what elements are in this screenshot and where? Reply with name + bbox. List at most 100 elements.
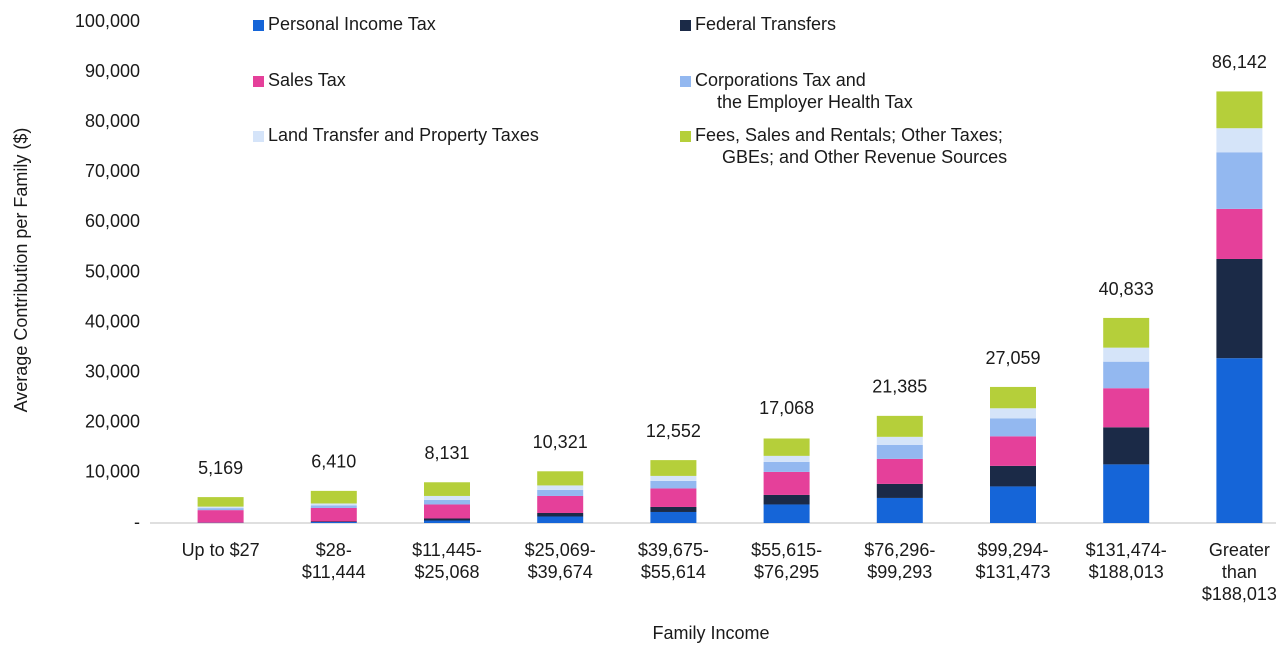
legend-swatch [680,20,691,31]
x-tick-label: $25,069-$39,674 [525,540,596,582]
bar-segment [537,512,584,517]
bar-segment [763,461,810,472]
legend-label: Land Transfer and Property Taxes [268,125,539,145]
y-tick-label: - [134,512,140,532]
y-tick-label: 90,000 [85,61,140,81]
x-tick-label: $11,445-$25,068 [412,540,482,582]
bar-segment [197,497,244,507]
total-label: 8,131 [424,443,469,463]
bar-segment [310,490,357,504]
y-tick-label: 60,000 [85,211,140,231]
bar-segment [1103,427,1150,465]
bar-segment [537,516,584,523]
bar-segment [990,436,1036,466]
y-tick-label: 30,000 [85,361,140,381]
legend-swatch [253,131,264,142]
bar-segment [1103,388,1150,428]
y-tick-label: 50,000 [85,261,140,281]
bar-segment [310,503,357,506]
bar-segment [424,518,470,521]
bar-segment [537,495,584,513]
bar-segment [310,521,357,523]
bar-segment [650,506,697,512]
legend-label: Federal Transfers [695,14,836,34]
bar-segment [310,507,357,522]
bar-segment [1216,128,1263,153]
bar-segment [537,489,584,496]
bar-segment [990,408,1036,419]
legend-label: Fees, Sales and Rentals; Other Taxes; GBE… [695,125,1007,167]
bar-segment [650,475,697,481]
legend-swatch [680,76,691,87]
bar-segment [1103,347,1150,362]
bar-segment [763,455,810,462]
total-label: 5,169 [198,458,243,478]
y-tick-label: 20,000 [85,412,140,432]
bar-segment [424,504,470,519]
bar-segment [310,505,357,508]
bar-segment [424,520,470,523]
bar-segment [310,521,357,522]
x-tick-label: Up to $27 [182,540,260,560]
bar-segment [197,510,244,523]
total-label: 10,321 [533,432,588,452]
bar-segment [537,485,584,490]
legend-swatch [253,20,264,31]
bar-segment [763,504,810,523]
y-tick-label: 70,000 [85,161,140,181]
legend-label: Corporations Tax and the Employer Health … [695,70,913,112]
bar-segment [197,506,244,509]
bar-segment [990,465,1036,487]
bar-segment [424,482,470,496]
bar-segment [1216,258,1263,359]
bar-segment [876,436,923,445]
bar-segment [1216,152,1263,209]
bar-segment [1103,317,1150,348]
x-tick-label: $39,675-$55,614 [638,540,709,582]
bar-segment [1216,91,1263,129]
bar-segment [763,438,810,456]
legend-label: Personal Income Tax [268,14,436,34]
bar-segment [537,471,584,486]
bar-segment [1216,208,1263,259]
bar-segment [876,444,923,459]
total-label: 17,068 [759,398,814,418]
bar-segment [876,497,923,523]
bar-segment [763,494,810,505]
legend-label: Sales Tax [268,70,346,90]
x-tick-label: Greater than $188,013 [1202,540,1277,604]
bar-segment [1216,358,1263,523]
total-label: 21,385 [872,377,927,397]
bar-segment [876,458,923,484]
x-tick-label: $99,294-$131,473 [975,540,1050,582]
x-tick-label: $28-$11,444 [302,540,366,582]
bar-segment [650,511,697,523]
y-tick-label: 10,000 [85,462,140,482]
total-label: 27,059 [985,348,1040,368]
total-label: 86,142 [1212,52,1267,72]
bar-segment [650,488,697,507]
bar-segment [424,499,470,505]
bar-segment [990,386,1036,409]
x-tick-label: $131,474-$188,013 [1086,540,1167,582]
total-label: 40,833 [1099,279,1154,299]
y-axis-title: Average Contribution per Family ($) [11,128,31,413]
bar-segment [990,418,1036,437]
bar-segment [1103,464,1150,523]
legend-swatch [680,131,691,142]
bar-segment [197,508,244,511]
bar-segment [650,480,697,489]
bar-segment [990,486,1036,523]
y-tick-label: 80,000 [85,111,140,131]
x-tick-label: $55,615-$76,295 [751,540,822,582]
y-tick-label: 100,000 [75,11,140,31]
x-tick-label: $76,296-$99,293 [864,540,935,582]
bar-segment [763,471,810,495]
bar-segment [650,460,697,476]
bar-segment [424,495,470,500]
x-axis-title: Family Income [652,623,769,643]
legend-swatch [253,76,264,87]
bar-segment [876,415,923,437]
total-label: 12,552 [646,421,701,441]
